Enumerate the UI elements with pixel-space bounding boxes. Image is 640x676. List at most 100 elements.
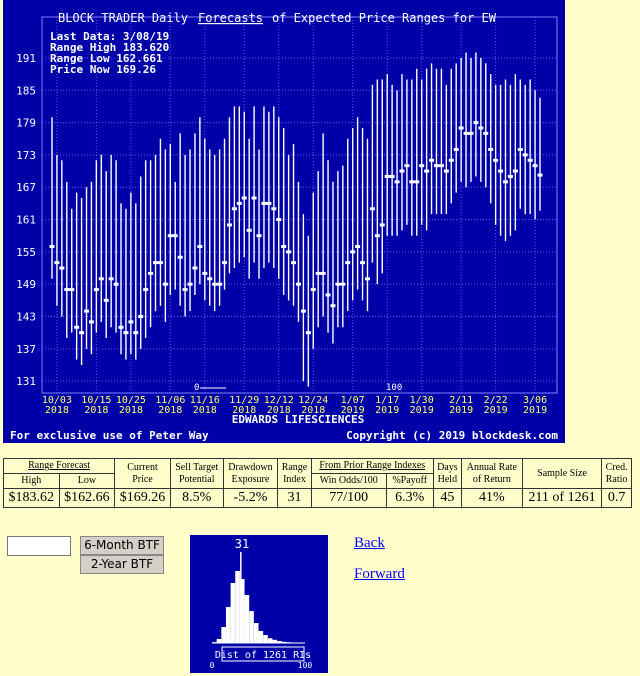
price-mark [128, 320, 134, 324]
hist-bar [267, 638, 273, 643]
plot-border [41, 16, 558, 394]
info: Last Data: 3/08/19 [50, 30, 169, 43]
price-mark [266, 201, 272, 205]
hist-bar [281, 641, 287, 643]
price-mark [212, 282, 218, 286]
cell: $162.66 [58, 488, 116, 508]
price-mark [478, 126, 484, 130]
x-tick-label: 1/07 2019 [341, 395, 365, 416]
hist-tick-label: 0 [210, 661, 215, 670]
price-mark [527, 158, 533, 162]
hist-bar [277, 641, 282, 643]
price-mark [512, 169, 518, 173]
scale-label: 0 [194, 383, 199, 393]
price-mark [88, 320, 94, 324]
price-mark [419, 164, 425, 168]
price-mark [246, 228, 252, 232]
price-mark [394, 180, 400, 184]
cell: 0.7 [601, 488, 632, 508]
button[interactable]: 2-Year BTF [80, 555, 164, 574]
price-mark [295, 282, 301, 286]
header: Drawdown Exposure [222, 458, 279, 489]
price-mark [409, 180, 415, 184]
hist-bar [239, 579, 245, 643]
x-tick-label: 12/24 2018 [298, 395, 328, 416]
cell: -5.2% [222, 488, 279, 508]
title-link[interactable]: Forecasts [198, 11, 263, 25]
price-mark [271, 207, 277, 211]
price-mark [493, 158, 499, 162]
price-mark [49, 244, 55, 248]
y-tick-label: 149 [16, 278, 36, 291]
price-mark [153, 261, 159, 265]
hist-tick-label: 100 [298, 661, 313, 670]
price-mark [143, 288, 149, 292]
price-mark [399, 169, 405, 173]
x-tick-label: 2/11 2019 [449, 395, 473, 416]
info: Range Low 162.661 [50, 52, 163, 65]
info: Price Now 169.26 [50, 63, 156, 76]
price-mark [261, 201, 267, 205]
header: Days Held [432, 458, 462, 489]
footer-right: Copyright (c) 2019 blockdesk.com [346, 429, 558, 442]
header: From Prior Range Indexes [310, 458, 434, 474]
price-mark [488, 148, 494, 152]
price-mark [433, 164, 439, 168]
price-mark [458, 126, 464, 130]
price-mark [103, 298, 109, 302]
price-mark [404, 164, 410, 168]
y-tick-label: 191 [16, 52, 36, 65]
cell: 31 [277, 488, 312, 508]
price-mark [325, 293, 331, 297]
hist-bar [272, 639, 278, 643]
header: Sample Size [521, 458, 603, 489]
header: Current Price [114, 458, 171, 489]
hist-marker-label: 31 [235, 537, 249, 551]
subheader: High [3, 473, 60, 489]
price-mark [207, 277, 213, 281]
link[interactable]: Forward [354, 566, 405, 582]
price-mark [369, 207, 375, 211]
y-tick-label: 167 [16, 181, 36, 194]
title-2: of Expected Price Ranges for EW [272, 11, 497, 25]
price-mark [335, 282, 341, 286]
price-mark [231, 207, 237, 211]
x-tick-label: 11/29 2018 [229, 395, 259, 416]
footer-left: For exclusive use of Peter Way [10, 429, 209, 442]
price-mark [54, 261, 60, 265]
cell: $169.26 [114, 488, 171, 508]
header-text: Range Forecast [28, 460, 91, 471]
price-mark [256, 234, 262, 238]
price-mark [192, 266, 198, 270]
price-mark [537, 173, 543, 177]
price-mark [330, 304, 336, 308]
price-mark [162, 282, 168, 286]
cell: 211 of 1261 [521, 488, 603, 508]
hist-bar [225, 607, 231, 643]
y-tick-label: 155 [16, 246, 36, 259]
link[interactable]: Back [354, 535, 385, 551]
subheader: Win Odds/100 [310, 473, 387, 489]
price-mark [236, 201, 242, 205]
price-mark [340, 282, 346, 286]
price-mark [522, 153, 528, 157]
x-tick-label: 10/15 2018 [81, 395, 111, 416]
price-mark [502, 180, 508, 184]
price-mark [157, 261, 163, 265]
hist-bar [263, 635, 268, 643]
price-mark [187, 282, 193, 286]
hist-panel [190, 535, 328, 673]
cell: 77/100 [310, 488, 387, 508]
price-mark [429, 158, 435, 162]
header: Sell Target Potential [169, 458, 224, 489]
price-mark [133, 331, 139, 335]
company: EDWARDS LIFESCIENCES [232, 413, 364, 426]
price-mark [374, 234, 380, 238]
text-input[interactable] [7, 536, 71, 556]
header: Range Forecast [2, 458, 116, 474]
button[interactable]: 6-Month BTF [80, 536, 164, 555]
price-mark [172, 234, 178, 238]
cell: 41% [460, 488, 523, 508]
price-mark [473, 121, 479, 125]
